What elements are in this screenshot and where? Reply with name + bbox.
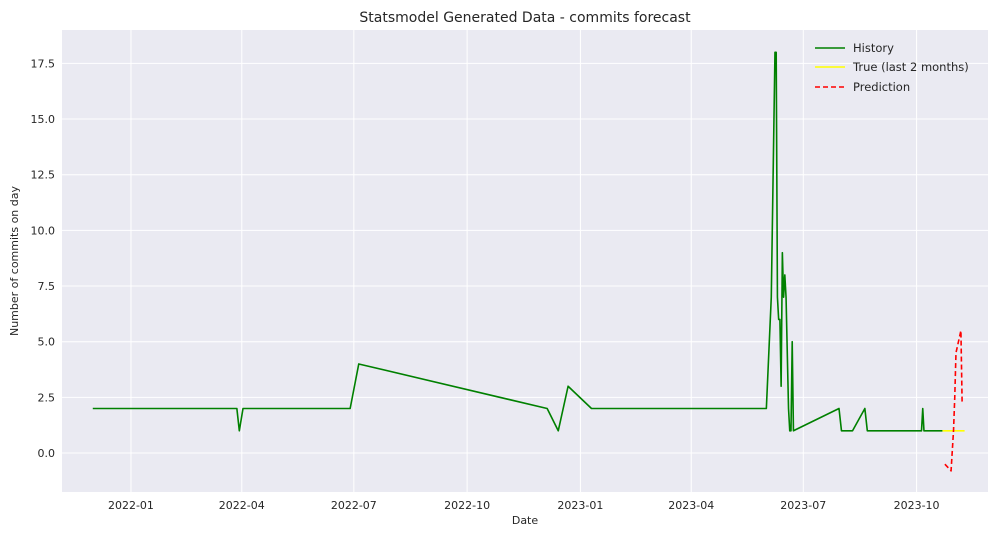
y-tick-label: 10.0 [31, 224, 56, 237]
series-line-prediction [944, 329, 963, 472]
legend-item-prediction: Prediction [815, 80, 910, 94]
y-axis-title: Number of commits on day [8, 186, 21, 337]
x-tick-label: 2022-10 [444, 499, 490, 512]
tick-labels: 2022-01 2022-04 2022-07 2022-10 2023-01 2023-… [31, 57, 940, 512]
y-tick-label: 2.5 [38, 391, 56, 404]
y-tick-label: 5.0 [38, 336, 56, 349]
y-tick-label: 17.5 [31, 57, 56, 70]
legend-label-true: True (last 2 months) [852, 60, 969, 74]
y-tick-label: 15.0 [31, 113, 56, 126]
x-axis-title: Date [512, 514, 539, 527]
series-lines [92, 51, 965, 472]
x-tick-label: 2023-10 [894, 499, 940, 512]
x-tick-label: 2023-01 [557, 499, 603, 512]
grid [62, 30, 988, 492]
legend-label-history: History [853, 41, 894, 55]
legend: History True (last 2 months) Prediction [815, 41, 969, 94]
x-tick-label: 2022-07 [331, 499, 377, 512]
legend-item-history: History [815, 41, 894, 55]
y-tick-label: 12.5 [31, 169, 56, 182]
y-tick-label: 0.0 [38, 447, 56, 460]
legend-label-prediction: Prediction [853, 80, 910, 94]
x-tick-label: 2022-04 [219, 499, 265, 512]
x-tick-label: 2023-04 [668, 499, 714, 512]
chart-title: Statsmodel Generated Data - commits fore… [359, 10, 691, 26]
legend-item-true: True (last 2 months) [815, 60, 969, 74]
series-line-history [92, 51, 943, 432]
y-tick-label: 7.5 [38, 280, 56, 293]
x-tick-label: 2022-01 [108, 499, 154, 512]
plot-area [62, 30, 988, 492]
x-tick-label: 2023-07 [780, 499, 826, 512]
